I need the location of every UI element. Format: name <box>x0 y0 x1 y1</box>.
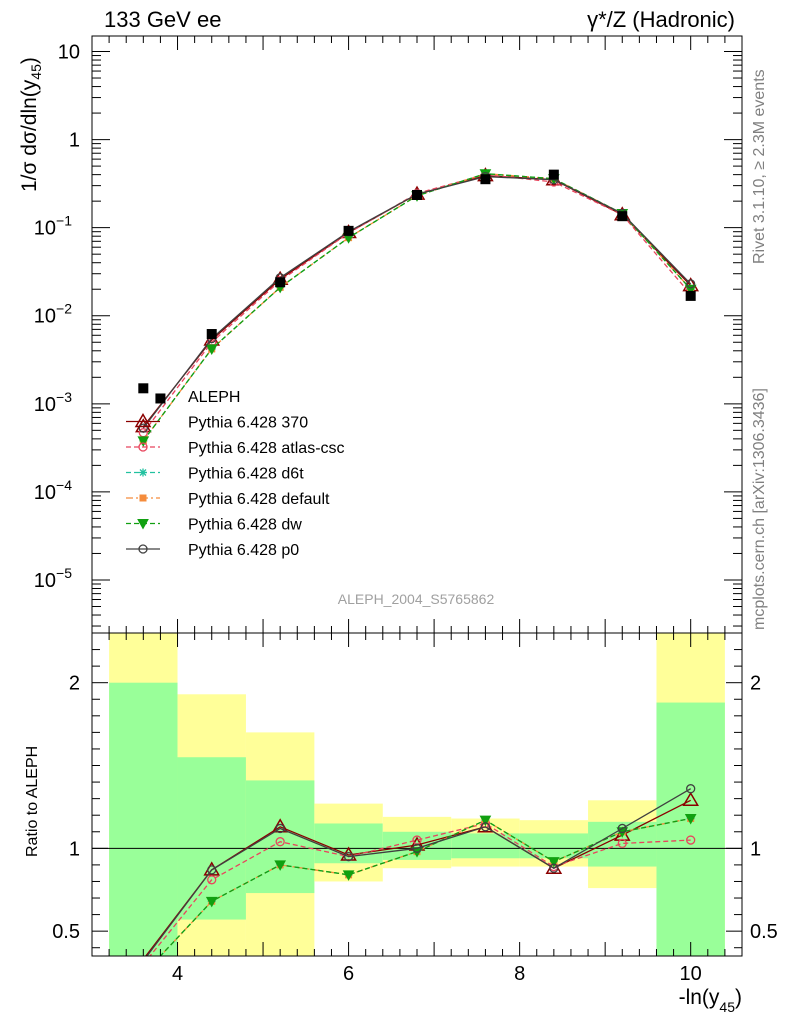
legend-label: Pythia 6.428 d6t <box>188 466 304 483</box>
x-tick-label: 8 <box>514 963 525 985</box>
aleph-data-point <box>343 225 354 236</box>
aleph-data-point <box>206 329 217 340</box>
y-tick-label: 10−3 <box>34 389 72 416</box>
ratio-point <box>275 823 285 834</box>
aleph-data-point <box>412 189 422 200</box>
main-data-points <box>138 169 696 404</box>
ratio-point <box>682 791 699 807</box>
y-tick-label: 10−5 <box>34 565 72 592</box>
ratio-point <box>686 784 696 794</box>
legend: ALEPH Pythia 6.428 370 Pythia 6.428 atlas-… <box>126 389 345 559</box>
main-series-line <box>142 173 692 434</box>
aleph-data-point <box>155 393 166 404</box>
main-series-point <box>137 436 150 447</box>
ratio-band-inner <box>656 702 725 956</box>
y-tick-label: 10 <box>58 42 80 64</box>
legend-marker <box>138 442 148 452</box>
ratio-point <box>274 860 287 871</box>
ratio-point <box>275 837 285 847</box>
aleph-data-point <box>617 211 628 222</box>
ratio-point <box>547 857 560 868</box>
mcplots-label: mcplots.cern.ch [arXiv:1306.3436] <box>751 388 768 630</box>
ratio-point <box>480 822 491 832</box>
ratio-band-inner <box>109 682 178 956</box>
ratio-point <box>479 815 492 827</box>
ratio-series <box>145 784 699 956</box>
ratio-series-line <box>146 788 692 956</box>
main-series-point <box>686 279 696 289</box>
x-tick-label: 10 <box>680 963 702 985</box>
header-right-title: γ*/Z (Hadronic) <box>587 7 735 32</box>
legend-marker <box>138 544 148 554</box>
aleph-data-point <box>138 383 149 394</box>
ratio-y-axis-label: Ratio to ALEPH <box>24 746 41 857</box>
ratio-point <box>412 843 422 853</box>
main-series-point <box>138 423 148 433</box>
ratio-y-tick-label: 0.5 <box>52 921 80 943</box>
ratio-point <box>205 896 218 908</box>
aleph-data-point <box>275 277 286 288</box>
ratio-point <box>684 814 697 825</box>
ratio-point <box>207 865 217 875</box>
ratio-point <box>686 835 696 845</box>
rivet-label: Rivet 3.1.10, ≥ 2.3M events <box>751 69 768 264</box>
x-axis-label: -ln(y45) <box>679 986 742 1015</box>
x-tick-label: 6 <box>343 963 354 985</box>
ratio-y-tick-label-right: 0.5 <box>750 921 778 943</box>
ratio-y-tick-label-right: 1 <box>750 838 761 860</box>
legend-marker <box>134 413 152 428</box>
ratio-point <box>617 823 627 834</box>
legend-label: Pythia 6.428 default <box>188 491 330 508</box>
legend-label: Pythia 6.428 dw <box>188 517 302 534</box>
analysis-label: ALEPH_2004_S5765862 <box>338 591 495 607</box>
main-series-point <box>479 169 492 180</box>
main-y-axis-label: 1/σ dσ/dln(y45) <box>18 57 44 192</box>
legend-label: Pythia 6.428 370 <box>188 415 308 432</box>
ratio-point <box>343 851 354 862</box>
legend-label: ALEPH <box>188 389 240 406</box>
axis-ticks: 4 6 8 10 10−5 10−4 10−3 10−2 10−1 1 10 0.5 0.5 1 1 2 2 <box>34 36 778 985</box>
ratio-point <box>549 863 559 873</box>
main-series-point <box>205 344 218 355</box>
aleph-data-point <box>480 174 491 185</box>
x-tick-label: 4 <box>172 963 183 985</box>
legend-marker <box>139 494 147 502</box>
y-tick-label: 10−4 <box>34 477 72 504</box>
ratio-band-inner <box>177 757 246 920</box>
ratio-y-tick-label: 2 <box>69 673 80 695</box>
ratio-y-tick-label-right: 2 <box>750 673 761 695</box>
aleph-data-point <box>548 169 559 180</box>
ratio-y-tick-label: 1 <box>69 838 80 860</box>
ratio-point <box>342 870 355 881</box>
ratio-point <box>207 875 217 885</box>
legend-marker <box>139 468 147 477</box>
y-tick-label: 10−2 <box>34 301 72 328</box>
ratio-band-inner <box>451 833 520 859</box>
legend-label: Pythia 6.428 atlas-csc <box>188 440 345 457</box>
y-tick-label: 10−1 <box>34 213 72 240</box>
legend-marker <box>137 519 149 530</box>
ratio-band-inner <box>314 823 383 864</box>
aleph-data-point <box>685 290 696 301</box>
ratio-point <box>617 838 627 849</box>
header-left-title: 133 GeV ee <box>104 7 221 32</box>
legend-label: Pythia 6.428 p0 <box>188 542 299 559</box>
y-tick-label: 1 <box>69 130 80 152</box>
